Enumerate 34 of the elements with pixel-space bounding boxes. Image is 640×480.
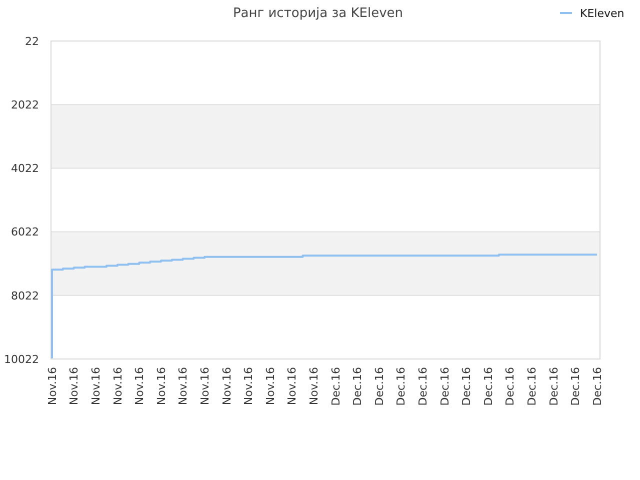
x-tick-label: Nov.16 xyxy=(68,367,81,406)
x-tick-label: Nov.16 xyxy=(111,367,124,406)
x-tick-label: Nov.16 xyxy=(286,367,299,406)
x-tick-label: Dec.16 xyxy=(547,367,560,406)
y-tick-label: 2022 xyxy=(11,98,39,112)
x-tick-label: Dec.16 xyxy=(525,367,538,406)
x-tick-label: Nov.16 xyxy=(264,367,277,406)
x-tick-label: Nov.16 xyxy=(198,367,212,406)
x-tick-label: Nov.16 xyxy=(307,367,320,406)
x-tick-label: Dec.16 xyxy=(329,367,342,406)
x-tick-label: Nov.16 xyxy=(176,367,190,406)
y-tick-label: 22 xyxy=(25,34,39,48)
y-tick-label: 6022 xyxy=(11,226,39,239)
chart-title: Ранг историја за KEleven xyxy=(232,6,404,21)
x-tick-label: Dec.16 xyxy=(482,367,495,406)
x-tick-label: Dec.16 xyxy=(460,367,474,406)
y-tick-label: 4022 xyxy=(11,162,39,176)
x-tick-label: Dec.16 xyxy=(569,367,582,406)
y-tick-label: 10022 xyxy=(4,352,39,366)
legend-label: KEleven xyxy=(580,6,624,20)
x-tick-label: Dec.16 xyxy=(438,367,452,406)
x-tick-label: Nov.16 xyxy=(133,367,146,406)
x-tick-label: Dec.16 xyxy=(372,367,386,406)
x-tick-label: Nov.16 xyxy=(89,367,102,406)
y-tick-label: 8022 xyxy=(11,289,39,302)
x-tick-label: Dec.16 xyxy=(351,367,364,406)
x-tick-label: Nov.16 xyxy=(242,367,256,406)
x-tick-label: Nov.16 xyxy=(154,367,168,406)
x-tick-label: Nov.16 xyxy=(46,367,59,406)
x-tick-label: Dec.16 xyxy=(590,367,604,406)
x-tick-label: Dec.16 xyxy=(394,367,408,406)
x-tick-label: Dec.16 xyxy=(504,367,517,406)
x-tick-label: Dec.16 xyxy=(416,367,430,406)
x-tick-label: Nov.16 xyxy=(220,367,234,406)
